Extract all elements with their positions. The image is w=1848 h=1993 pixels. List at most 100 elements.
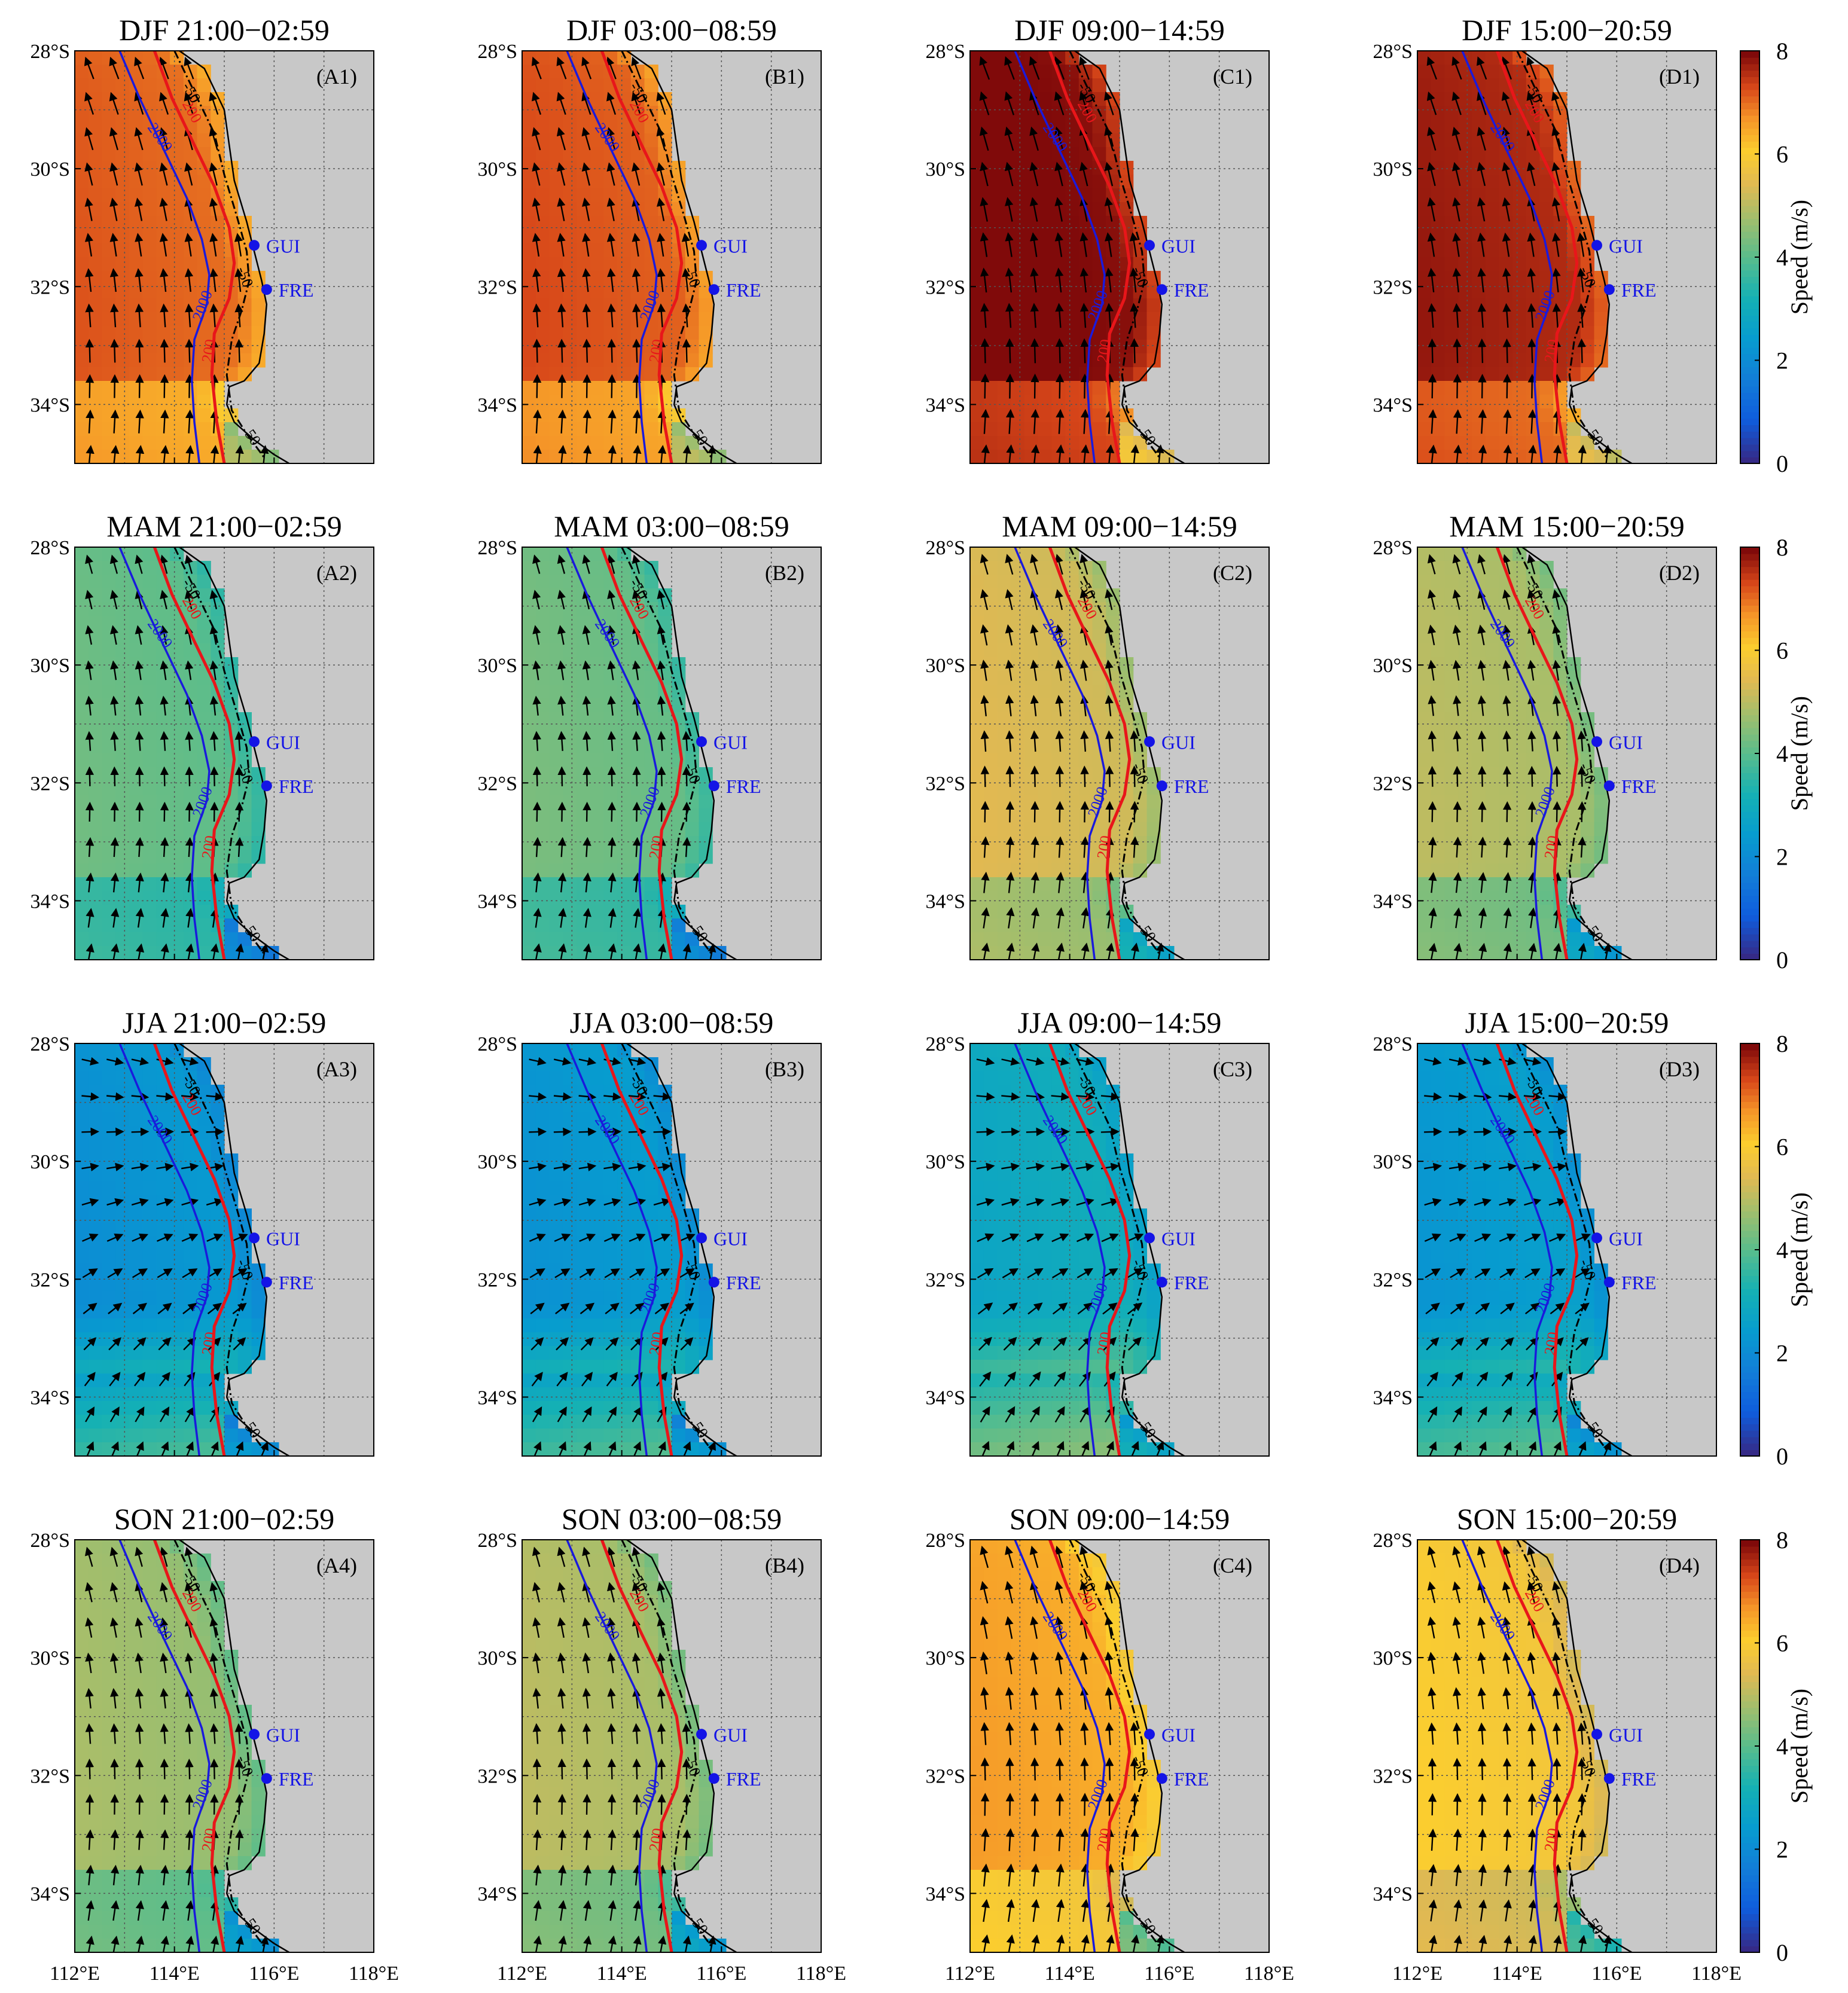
station-label: GUI [1161,731,1196,753]
panel-title: DJF 09:00−14:59 [1014,13,1225,47]
lat-tick-label: 34°S [1373,890,1413,912]
coastline [626,1540,737,1952]
station-marker [696,1232,707,1244]
lat-tick-label: 28°S [1373,537,1413,559]
isobaths [1461,1540,1632,1952]
lat-tick-label: 34°S [30,890,70,912]
wind-vectors [81,1057,269,1456]
isobaths [566,1540,737,1952]
panel-label: (C4) [1213,1553,1252,1577]
panel-title: JJA 03:00−08:59 [570,1006,774,1039]
isobaths [1014,547,1185,960]
colorbar-tick-label: 8 [1776,1527,1788,1553]
lat-tick-label: 32°S [30,1765,70,1787]
panel-title: SON 09:00−14:59 [1010,1502,1230,1536]
station-marker [1144,240,1155,251]
speed-field [75,1540,279,1952]
station-marker [1603,284,1615,295]
panel-title: MAM 21:00−02:59 [106,509,342,543]
isobath-50 [1069,51,1160,458]
isobath-2000 [1461,547,1553,960]
isobath-200-label: 200 [199,338,219,364]
lon-tick-label: 114°E [1492,1963,1542,1985]
panel-label: (B3) [765,1057,804,1081]
station-label: FRE [279,1768,314,1790]
colorbar-tick-label: 8 [1776,38,1788,65]
lat-tick-label: 30°S [30,1647,70,1670]
isobaths [1461,51,1632,463]
lat-tick-label: 34°S [1373,1387,1413,1409]
colorbar-tick-label: 0 [1776,450,1788,477]
panel-label: (C2) [1213,561,1252,585]
station-label: FRE [1621,279,1657,301]
panel-title: MAM 09:00−14:59 [1002,509,1237,543]
panel-label: (D4) [1659,1553,1700,1577]
station-label: FRE [1621,1272,1657,1293]
isobath-50 [621,51,712,458]
colorbar-label: Speed (m/s) [1786,1192,1813,1307]
coastline [1074,1540,1185,1952]
isobath-200 [600,1043,684,1456]
panel-label: (B4) [765,1553,804,1577]
station-marker [1144,1232,1155,1244]
station-label: GUI [266,1724,300,1745]
panel-label: (C3) [1213,1057,1252,1081]
panel-label: (A2) [316,561,357,585]
isobath-50 [1516,51,1608,458]
lat-tick-label: 34°S [477,394,517,416]
isobath-200 [153,1540,236,1952]
station-label: GUI [713,1724,748,1745]
station-label: FRE [726,279,761,301]
panel-frame [74,1043,374,1457]
lat-tick-label: 30°S [30,1151,70,1173]
colorbar-tick-label: 4 [1776,1237,1788,1263]
lat-tick-label: 34°S [30,1387,70,1409]
coastline [1074,51,1185,463]
lon-tick-label: 112°E [497,1963,547,1985]
lon-tick-label: 118°E [1691,1963,1742,1985]
station-label: FRE [1621,776,1657,797]
colorbar-tick-label: 2 [1776,347,1788,374]
lon-tick-label: 116°E [249,1963,299,1985]
coastline [626,547,737,960]
station-marker [1603,780,1615,792]
isobath-50 [1516,547,1608,954]
isobaths [566,547,737,960]
isobath-2000 [566,51,658,463]
panel-title: JJA 09:00−14:59 [1018,1006,1222,1039]
lat-tick-label: 34°S [477,1883,517,1905]
panel-frame [522,1043,822,1457]
station-label: GUI [1609,1228,1643,1249]
isobath-200 [600,51,684,463]
coastline [626,1043,737,1456]
lat-tick-label: 30°S [1373,158,1413,181]
isobath-50 [621,1540,712,1947]
panel-frame [522,50,822,464]
isobath-2000 [1461,1540,1553,1952]
lat-tick-label: 28°S [925,1530,965,1552]
lat-tick-label: 32°S [1373,1765,1413,1787]
lat-tick-label: 32°S [925,1765,965,1787]
lat-tick-label: 32°S [1373,773,1413,795]
isobath-200-label: 200 [1541,1330,1562,1356]
lat-tick-label: 34°S [925,890,965,912]
station-label: FRE [1174,1272,1209,1293]
isobath-200-label: 200 [1094,1827,1115,1852]
isobath-200 [1048,547,1132,960]
graticule [1417,1540,1716,1952]
lat-tick-label: 28°S [477,537,517,559]
isobath-200 [600,1540,684,1952]
colorbar-tick-label: 8 [1776,534,1788,561]
wind-vectors [980,1545,1164,1952]
isobath-200 [153,1043,236,1456]
station-marker [708,284,719,295]
colorbar: 0 2 4 6 8 Speed (m/s) [1740,1030,1813,1470]
station-label: FRE [279,1272,314,1293]
isobaths [1461,547,1632,960]
panel-title: SON 21:00−02:59 [114,1502,335,1536]
isobath-200 [600,547,684,960]
